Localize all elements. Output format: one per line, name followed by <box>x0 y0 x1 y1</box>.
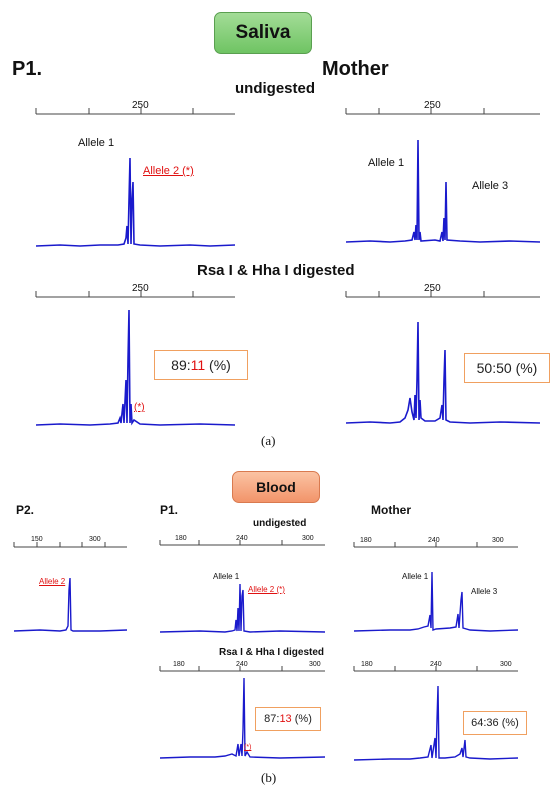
ratio-box-p1: 87:13 (%) <box>255 707 321 731</box>
tick-300: 300 <box>302 535 314 542</box>
tick-240: 240 <box>236 535 248 542</box>
tick-250: 250 <box>424 283 441 294</box>
trace <box>159 677 326 759</box>
allele3-label: Allele 3 <box>472 180 509 192</box>
tick-240: 240 <box>428 537 440 544</box>
tick-300: 300 <box>89 536 101 543</box>
tick-300: 300 <box>309 661 321 668</box>
allele1-label: Allele 1 <box>402 572 429 581</box>
axis <box>13 542 127 548</box>
tick-300: 300 <box>492 537 504 544</box>
allele1-label: Allele 1 <box>213 572 240 581</box>
trace <box>345 321 541 424</box>
blood-mother-label: Mother <box>371 503 411 517</box>
allele1-label: Allele 1 <box>78 137 115 149</box>
tick-250: 250 <box>132 283 149 294</box>
allele2-star-label: Allele 2 (*) <box>248 585 285 594</box>
axis <box>353 542 518 548</box>
saliva-badge: Saliva <box>214 12 312 54</box>
saliva-mother-label: Mother <box>322 58 389 80</box>
allele2-label: Allele 2 (*) <box>143 165 194 177</box>
ratio-box-mother: 64:36 (%) <box>463 711 527 735</box>
blood-p1-label: P1. <box>160 503 179 517</box>
tick-250: 250 <box>424 100 441 111</box>
saliva-p1-label: P1. <box>12 58 43 80</box>
allele3-label: Allele 3 <box>471 587 498 596</box>
tick-150: 150 <box>31 536 43 543</box>
saliva-digested-label: Rsa I & Hha I digested <box>197 262 355 279</box>
star-label: (*) <box>134 402 145 413</box>
blood-badge: Blood <box>232 471 320 503</box>
ratio-box-mother: 50:50 (%) <box>464 353 550 383</box>
blood-undigested-label: undigested <box>253 518 307 529</box>
tick-300: 300 <box>500 661 512 668</box>
axis <box>35 108 235 115</box>
tick-180: 180 <box>175 535 187 542</box>
trace <box>35 309 236 426</box>
trace <box>159 583 326 633</box>
ratio-box-p1: 89:11 (%) <box>154 350 248 380</box>
tick-180: 180 <box>361 661 373 668</box>
trace <box>35 157 236 247</box>
axis <box>345 108 540 115</box>
saliva-undigested-label: undigested <box>235 80 316 97</box>
allele1-label: Allele 1 <box>368 157 405 169</box>
star-label: (*) <box>244 744 252 751</box>
tick-180: 180 <box>360 537 372 544</box>
axis <box>345 291 540 298</box>
allele2-label: Allele 2 <box>39 577 66 586</box>
trace <box>353 685 519 761</box>
axis <box>353 666 518 672</box>
axis <box>159 666 325 672</box>
trace <box>13 577 128 632</box>
tick-240: 240 <box>236 661 248 668</box>
caption-b: (b) <box>261 770 277 785</box>
blood-p2-label: P2. <box>16 503 35 517</box>
tick-180: 180 <box>173 661 185 668</box>
caption-a: (a) <box>261 433 276 448</box>
tick-250: 250 <box>132 100 149 111</box>
trace <box>353 571 519 632</box>
tick-240: 240 <box>430 661 442 668</box>
axis <box>159 540 325 546</box>
blood-digested-label: Rsa I & Hha I digested <box>219 647 325 658</box>
axis <box>35 291 235 298</box>
trace <box>345 139 541 243</box>
